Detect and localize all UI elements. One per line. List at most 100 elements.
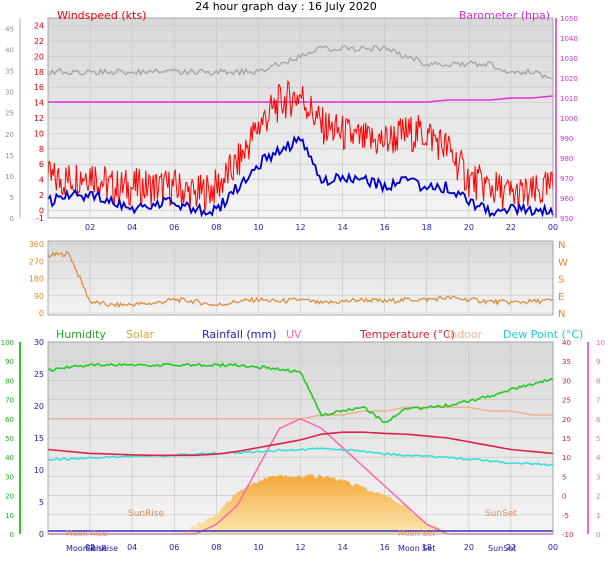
baro-axis-label: Barometer (hpa) [459,9,550,22]
wind-x-tick-label: 12 [295,223,305,232]
series-grey-line [47,45,554,80]
humidity-tick-label: 70 [5,397,14,405]
annotation-sunrise: SunRise [128,509,165,519]
uv-tick-label: 7 [596,397,600,405]
wind-outer-tick-label: 40 [5,47,14,55]
series-direction-line [47,251,554,309]
annotation-sunset-bottom: SunSet [488,544,516,553]
baro-tick-label: 1030 [560,55,578,63]
annotation-moonset-bottom: Moon Set [398,544,435,553]
uv-tick-label: 0 [596,531,600,539]
humidity-tick-label: 80 [5,377,14,385]
legend-temperature: Temperature (°C) [359,328,455,341]
uv-tick-label: 5 [596,435,600,443]
temp-x-tick-label: 10 [253,543,263,552]
baro-tick-label: 990 [560,135,573,143]
uv-tick-label: 8 [596,377,600,385]
rain-tick-label: 10 [34,466,44,475]
legend-solar: Solar [126,328,155,341]
direction-tick-label: 360 [29,240,44,249]
temp-x-tick-label: 12 [295,543,305,552]
series-humidity-line [47,362,554,423]
wind-axis-label: Windspeed (kts) [57,9,146,22]
uv-tick-label: 6 [596,416,601,424]
wind-tick-label: 8 [39,145,44,154]
humidity-tick-label: 10 [5,512,14,520]
legend-dewpoint: Dew Point (°C) [503,328,583,341]
wind-outer-tick-label: 0 [10,215,14,223]
uv-tick-label: 3 [596,473,600,481]
temp-x-tick-label: 02 [85,543,95,552]
rain-tick-label: 25 [34,370,44,379]
wind-tick-label: 16 [34,83,44,92]
temp-x-tick-label: 16 [380,543,390,552]
wind-tick-label: 2 [39,191,44,200]
wind-tick-label: 24 [34,22,44,31]
temp-x-tick-label: 06 [169,543,179,552]
temp-x-tick-label: 14 [337,543,347,552]
annotation-sunrise-bottom: SunRise [86,544,118,553]
uv-tick-label: 2 [596,493,600,501]
series-solar-area [48,474,553,534]
humidity-tick-label: 20 [5,493,14,501]
temp-tick-label: 35 [562,358,571,366]
temp-tick-label: -5 [562,512,569,520]
annotation-moonrise-bottom: Moon Rise [66,544,107,553]
baro-tick-label: 1050 [560,15,578,23]
baro-tick-label: 1020 [560,75,578,83]
wind-tick-label: 6 [39,160,44,169]
uv-tick-label: 1 [596,512,600,520]
rain-tick-label: 0 [39,530,44,539]
rain-tick-label: 30 [34,338,44,347]
direction-compass-label: N [558,240,565,251]
wind-outer-tick-label: 30 [5,89,14,97]
baro-tick-label: 1010 [560,95,578,103]
wind-tick-label: -1 [36,214,44,223]
wind-outer-tick-label: 10 [5,173,14,181]
legend-rainfall: Rainfall (mm) [202,328,276,341]
wind-outer-tick-label: 15 [5,152,14,160]
wind-x-tick-label: 06 [169,223,179,232]
direction-panel-frame [47,240,554,316]
direction-tick-label: 90 [34,292,44,301]
direction-tick-label: 0 [39,309,44,318]
wind-tick-label: 14 [34,99,44,108]
wind-panel-frame [47,17,554,219]
wind-outer-tick-label: 5 [10,194,14,202]
direction-compass-label: S [558,275,564,286]
wind-tick-label: 12 [34,114,44,123]
wind-outer-tick-label: 35 [5,68,14,76]
wind-tick-label: 18 [34,68,44,77]
wind-x-tick-label: 22 [506,223,516,232]
series-temperature-line [47,431,554,457]
wind-tick-label: 0 [39,206,44,215]
series-average-line [47,134,554,218]
wind-x-tick-label: 20 [464,223,474,232]
uv-tick-label: 10 [596,339,605,347]
temp-x-tick-label: 04 [127,543,137,552]
baro-tick-label: 980 [560,155,573,163]
wind-x-tick-label: 10 [253,223,263,232]
direction-compass-label: E [558,292,564,303]
uv-tick-label: 4 [596,454,601,462]
wind-outer-tick-label: 45 [5,26,14,34]
wind-x-tick-label: 00 [548,223,558,232]
temp-tick-label: 15 [562,435,571,443]
series-gust-line [47,79,554,213]
temp-tick-label: 30 [562,377,571,385]
uv-tick-label: 9 [596,358,600,366]
temp-x-tick-label: 08 [211,543,221,552]
annotation-sunset: SunSet [485,509,517,519]
wind-tick-label: 22 [34,37,44,46]
legend-humidity: Humidity [56,328,106,341]
temp-tick-label: 5 [562,473,566,481]
wind-tick-label: 20 [34,52,44,61]
humidity-tick-label: 100 [1,339,14,347]
wind-x-tick-label: 02 [85,223,95,232]
direction-tick-label: 270 [29,257,44,266]
temp-tick-label: 20 [562,416,571,424]
temp-tick-label: 0 [562,493,566,501]
chart-title: 24 hour graph day : 16 July 2020 [195,0,377,13]
